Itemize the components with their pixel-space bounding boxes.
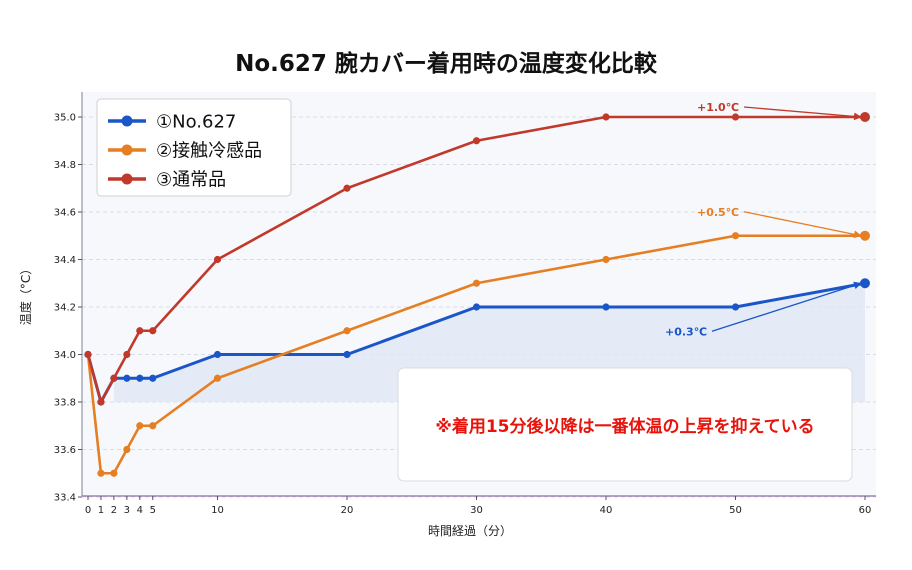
series-2-point-3: [123, 445, 131, 454]
series-2-point-1: [97, 469, 105, 477]
y-tick-label-2: 33.8: [54, 398, 76, 409]
y-axis-label: 温度（°C）: [18, 263, 33, 325]
series-2-point-2: [110, 469, 118, 477]
y-tick-label-6: 34.6: [54, 208, 76, 219]
series-1-point-6: [213, 350, 222, 359]
annotations: +1.0℃ +0.5℃ +0.3℃: [665, 101, 862, 338]
y-tick-label-5: 34.4: [54, 255, 76, 266]
x-tick-label-5: 5: [150, 505, 156, 516]
delta-arrow-3: [711, 281, 862, 332]
x-tick-label-7: 20: [341, 505, 354, 516]
legend-box: [96, 98, 292, 197]
series-3-line: [86, 115, 865, 404]
series-3-point-4: [136, 327, 144, 335]
series-1-point-11: [860, 278, 870, 289]
series-1-point-4: [136, 374, 144, 382]
series-3-point-3: [123, 350, 131, 359]
delta-label-3: +0.3℃: [665, 325, 707, 338]
y-tick-label-0: 33.4: [54, 493, 76, 504]
x-tick-label-8: 30: [470, 505, 483, 516]
series-3-point-6: [213, 255, 222, 264]
x-tick-label-0: 0: [85, 505, 91, 516]
series-2-point-9: [602, 255, 610, 264]
series-3-point-8: [472, 137, 481, 145]
series-1-point-3: [123, 374, 131, 382]
x-tick-label-4: 4: [137, 505, 143, 516]
x-tick-label-11: 60: [859, 505, 872, 516]
series-2-point-11: [860, 230, 870, 241]
delta-label-1: +1.0℃: [697, 101, 739, 114]
series-1-point-5: [149, 374, 157, 382]
series-2-point-8: [472, 279, 481, 287]
legend-marker-3: [121, 173, 133, 185]
series-3-point-1: [97, 398, 105, 406]
delta-label-2: +0.5℃: [697, 206, 739, 219]
x-axis-label: 時間経過（分）: [428, 524, 512, 538]
y-tick-label-1: 33.6: [54, 445, 76, 456]
note-box: [397, 367, 853, 482]
chart-title: No.627 腕カバー着用時の温度変化比較: [235, 50, 658, 77]
legend: ①No.627 ②接触冷感品 ③通常品: [96, 98, 292, 197]
series-3-point-10: [731, 113, 740, 121]
axes: 33.433.633.834.034.234.434.634.835.00 1 2 3…: [54, 92, 876, 516]
y-tick-label-8: 35.0: [54, 113, 76, 124]
series-1-point-10: [731, 303, 740, 311]
legend-marker-2: [121, 144, 133, 156]
series-3-point-7: [343, 184, 351, 192]
x-tick-label-9: 40: [600, 505, 613, 516]
series-3-point-0: [84, 350, 92, 359]
y-tick-label-7: 34.8: [54, 160, 76, 171]
note-text: ※着用15分後以降は一番体温の上昇を抑えている: [435, 416, 814, 437]
delta-arrow-2: [743, 211, 862, 239]
y-tick-label-3: 34.0: [54, 350, 76, 361]
series-1-point-8: [472, 303, 481, 311]
legend-label-2: ②接触冷感品: [156, 141, 262, 162]
x-tick-label-1: 1: [98, 505, 104, 516]
x-tick-label-6: 10: [211, 505, 224, 516]
x-tick-label-3: 3: [124, 505, 130, 516]
series-3-point-5: [149, 327, 157, 335]
y-tick-label-4: 34.2: [54, 303, 76, 314]
series-3-point-11: [860, 112, 870, 122]
series-2-point-4: [136, 422, 144, 430]
series-lines: [84, 112, 870, 477]
series-2-point-7: [343, 327, 351, 335]
legend-label-3: ③通常品: [156, 170, 226, 191]
x-tick-label-10: 50: [729, 505, 742, 516]
series-1-point-7: [343, 350, 351, 359]
series-2-point-10: [731, 232, 740, 240]
legend-marker-1: [121, 115, 133, 127]
series-3-point-2: [110, 374, 118, 382]
series-2-point-6: [213, 374, 222, 382]
series-2-point-5: [149, 422, 157, 430]
delta-arrow-1: [743, 106, 862, 121]
x-tick-label-2: 2: [111, 505, 117, 516]
series-3-point-9: [602, 113, 610, 121]
series-1-point-9: [602, 303, 610, 311]
legend-label-1: ①No.627: [156, 112, 236, 133]
